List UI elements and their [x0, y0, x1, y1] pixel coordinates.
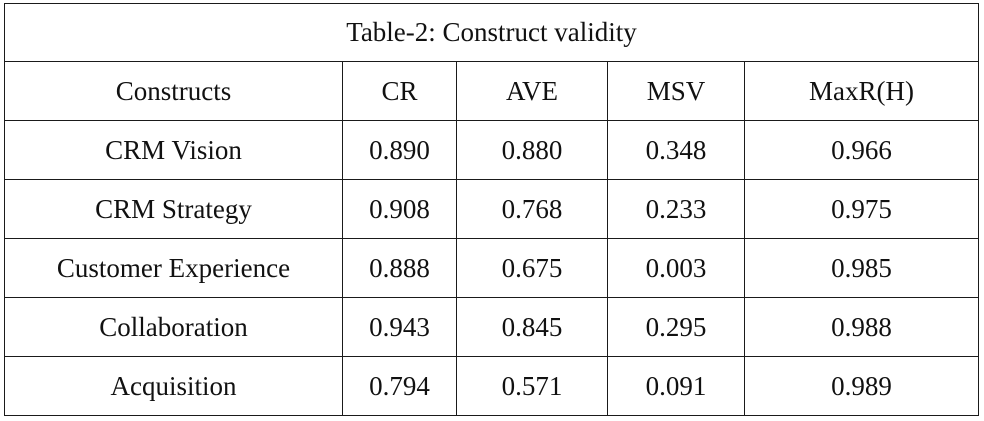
header-constructs: Constructs [4, 61, 343, 121]
cr-value: 0.890 [342, 120, 457, 180]
construct-validity-table: Table-2: Construct validity Constructs C… [4, 3, 979, 416]
maxrh-value: 0.975 [744, 179, 979, 239]
msv-value: 0.091 [607, 356, 745, 416]
cr-value: 0.888 [342, 238, 457, 298]
table-caption-row: Table-2: Construct validity [4, 3, 979, 62]
ave-value: 0.880 [456, 120, 608, 180]
header-msv: MSV [607, 61, 745, 121]
header-cr: CR [342, 61, 457, 121]
construct-name: Collaboration [4, 297, 343, 357]
header-maxrh: MaxR(H) [744, 61, 979, 121]
table-row: Collaboration 0.943 0.845 0.295 0.988 [4, 297, 979, 357]
maxrh-value: 0.989 [744, 356, 979, 416]
maxrh-value: 0.966 [744, 120, 979, 180]
table-header-row: Constructs CR AVE MSV MaxR(H) [4, 61, 979, 121]
maxrh-value: 0.988 [744, 297, 979, 357]
construct-name: CRM Vision [4, 120, 343, 180]
msv-value: 0.233 [607, 179, 745, 239]
maxrh-value: 0.985 [744, 238, 979, 298]
table-row: Customer Experience 0.888 0.675 0.003 0.… [4, 238, 979, 298]
cr-value: 0.794 [342, 356, 457, 416]
table-row: CRM Vision 0.890 0.880 0.348 0.966 [4, 120, 979, 180]
msv-value: 0.348 [607, 120, 745, 180]
msv-value: 0.295 [607, 297, 745, 357]
msv-value: 0.003 [607, 238, 745, 298]
construct-name: CRM Strategy [4, 179, 343, 239]
cr-value: 0.908 [342, 179, 457, 239]
table-caption: Table-2: Construct validity [4, 3, 979, 62]
ave-value: 0.845 [456, 297, 608, 357]
cr-value: 0.943 [342, 297, 457, 357]
header-ave: AVE [456, 61, 608, 121]
ave-value: 0.768 [456, 179, 608, 239]
table-row: CRM Strategy 0.908 0.768 0.233 0.975 [4, 179, 979, 239]
ave-value: 0.571 [456, 356, 608, 416]
table-row: Acquisition 0.794 0.571 0.091 0.989 [4, 356, 979, 416]
ave-value: 0.675 [456, 238, 608, 298]
construct-name: Acquisition [4, 356, 343, 416]
construct-name: Customer Experience [4, 238, 343, 298]
